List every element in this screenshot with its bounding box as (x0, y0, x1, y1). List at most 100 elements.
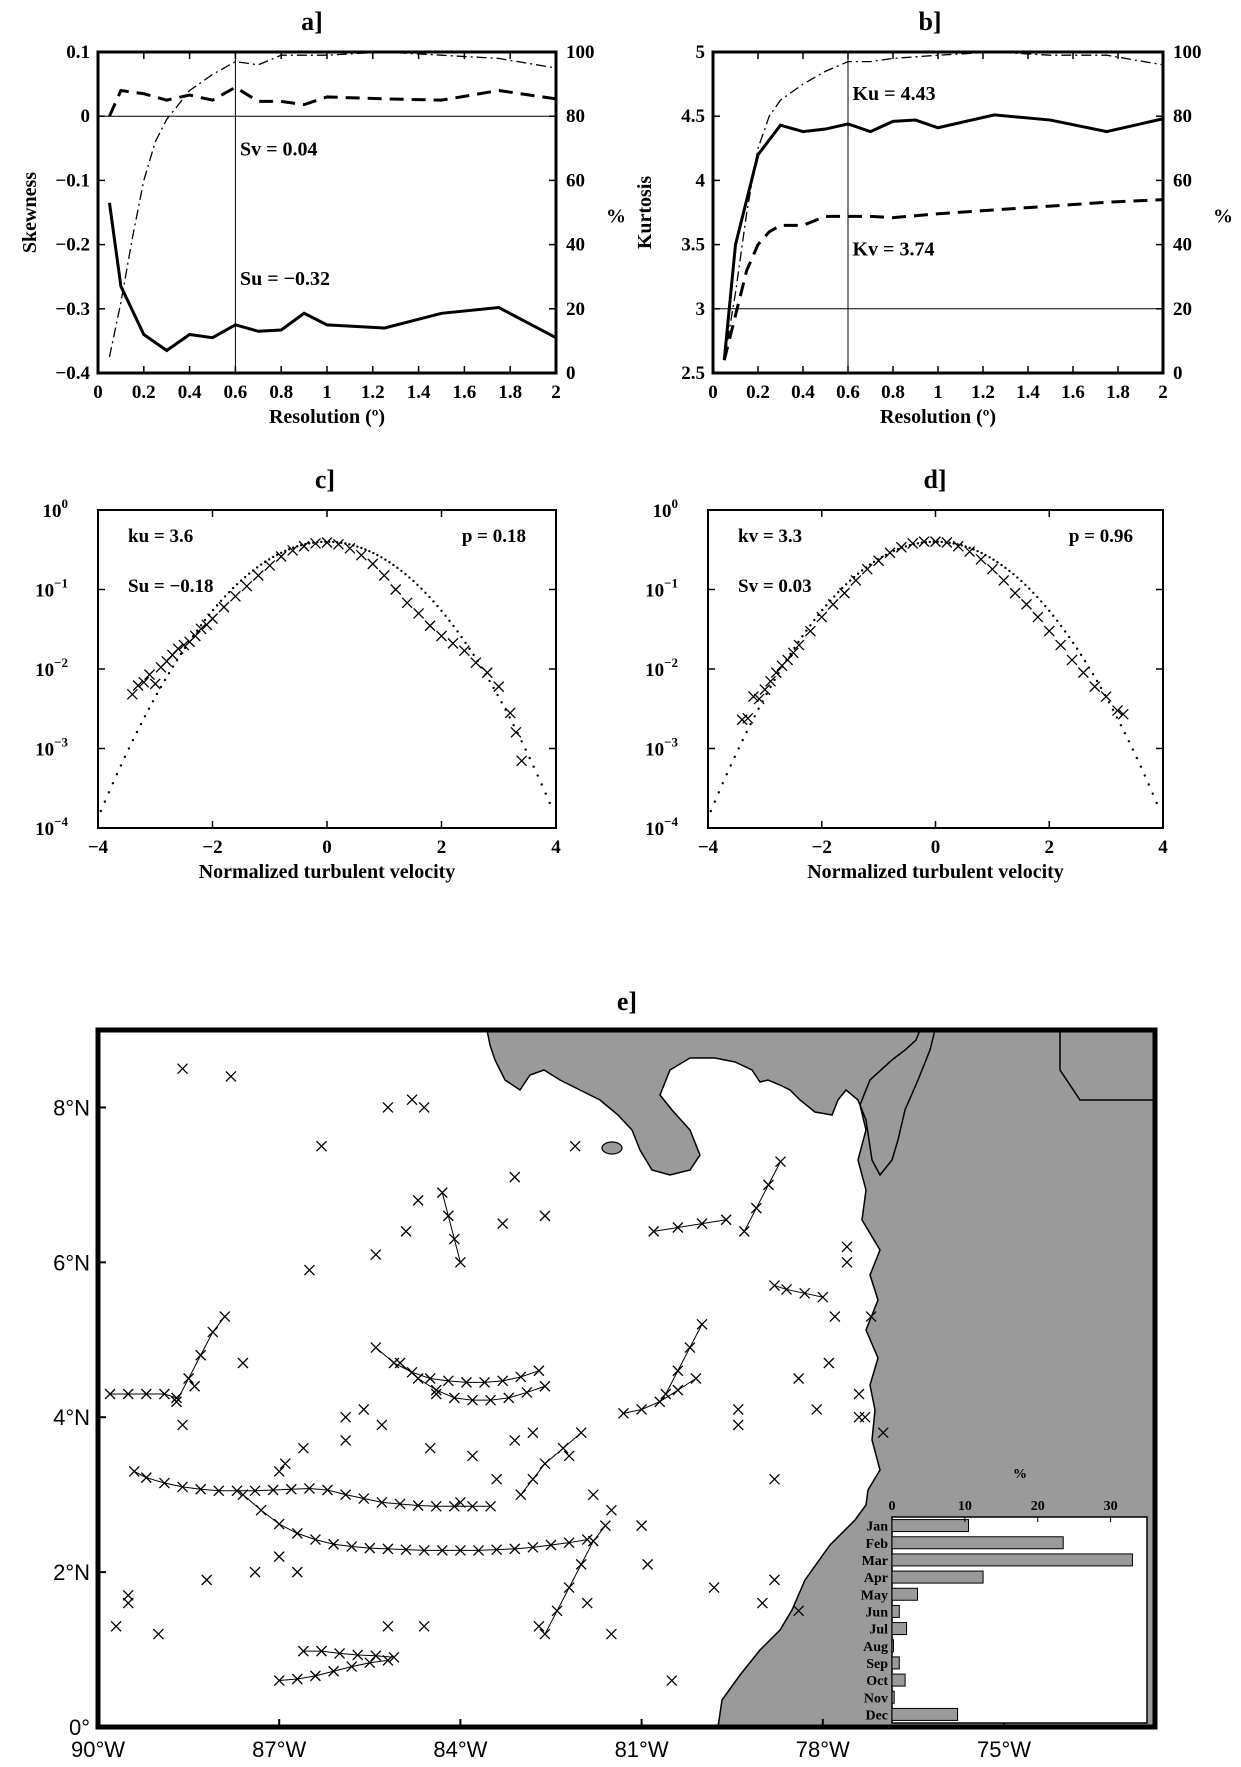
panel-d-gaussian-dot (856, 572, 860, 575)
panel-d-gaussian-dot (813, 618, 816, 622)
panel-d-gaussian-dot (1052, 614, 1055, 617)
panel-c-gaussian-dot (123, 755, 127, 759)
panel-c-gaussian-dot (396, 566, 399, 570)
panel-a-y2tick-label: 80 (566, 106, 585, 127)
panel-c-ytick-label: 10−1 (35, 576, 68, 602)
panel-d-gaussian-dot (1111, 708, 1115, 711)
panel-c-ytick-label: 100 (43, 496, 69, 522)
land-east-coast (1059, 1029, 1156, 1101)
panel-a-skewness-chart: 0 0.2 0.4 0.6 0.8 1 1.2 1.4 1.6 1.8 2 0.1 0 −0.1 −0.2 −… (19, 42, 626, 428)
drifter-track-mark (370, 1650, 382, 1662)
drifter-track-mark (575, 1427, 587, 1439)
inset-bar (891, 1707, 959, 1721)
inset-bar (891, 1587, 918, 1601)
drifter-track-mark (316, 1645, 327, 1657)
panel-c-gaussian-dot (308, 542, 311, 545)
panel-a-series-dashed (108, 85, 557, 117)
panel-c-data-point (144, 669, 155, 681)
panel-d-data-point (873, 555, 885, 567)
panel-d-gaussian-dot (729, 764, 732, 767)
panel-c-gaussian-dot (436, 604, 439, 608)
panel-d-gaussian-dot (1107, 701, 1111, 704)
panel-d-gaussian-dot (976, 549, 979, 553)
drifter-point (533, 1620, 545, 1632)
panel-c-data-point (298, 540, 310, 552)
panel-a-ytick-label: 0 (81, 106, 91, 127)
panel-c-gaussian-dot (496, 693, 499, 697)
drifter-track-mark (430, 1500, 442, 1512)
drifter-point (642, 1558, 654, 1570)
drifter-point (316, 1140, 327, 1152)
panel-c-data-point (229, 590, 241, 602)
drifter-track-mark (309, 1534, 321, 1546)
drifter-track-line (665, 1324, 703, 1395)
panel-d-data-point (787, 647, 799, 659)
drifter-track-mark (255, 1504, 267, 1516)
panel-b-xtick-label: 0.8 (881, 382, 905, 403)
panel-a-ytick-label: −0.4 (55, 363, 90, 384)
panel-d-gaussian-dot (773, 678, 776, 682)
panel-d-gaussian-dot (709, 809, 713, 813)
drifter-point (841, 1256, 853, 1268)
panel-d-gaussian-dot (1091, 672, 1095, 676)
panel-d-gaussian-dot (1123, 731, 1127, 735)
panel-c-data-point (189, 630, 201, 642)
drifter-track-mark (581, 1534, 593, 1546)
panel-d-gaussian-dot (1147, 783, 1150, 786)
drifter-track-mark (171, 1396, 182, 1408)
drifter-track-mark (654, 1396, 666, 1408)
panel-a-y2tick-label: 100 (566, 42, 595, 63)
panel-b-y2tick-label: 80 (1173, 106, 1192, 127)
inset-month-label: Nov (864, 1691, 888, 1706)
drifter-track-mark (467, 1500, 478, 1512)
drifter-track-mark (177, 1481, 189, 1493)
drifter-track-mark (231, 1485, 243, 1497)
panel-d-data-point (816, 611, 828, 623)
drifter-track-mark (497, 1375, 509, 1387)
panel-c-data-point (447, 637, 459, 649)
drifter-track-mark (696, 1318, 708, 1330)
drifter-point (467, 1450, 478, 1462)
drifter-track-mark (454, 1544, 466, 1556)
panel-d-data-point (1009, 587, 1021, 599)
drifter-track-mark (485, 1500, 497, 1512)
panel-d-gaussian-dot (1056, 619, 1059, 622)
panel-d-gaussian-dot (872, 560, 876, 564)
panel-d-data-point (975, 553, 987, 565)
drifter-track-mark (521, 1386, 533, 1398)
drifter-track-mark (219, 1311, 231, 1322)
panel-d-gaussian-dot (968, 546, 971, 550)
panel-c-gaussian-dot (412, 579, 415, 583)
drifter-track-mark (720, 1214, 732, 1226)
panel-c-gaussian-dot (488, 679, 491, 683)
drifter-track-mark (738, 1225, 750, 1237)
panel-d-gaussian-dot (1032, 591, 1035, 594)
drifter-track-mark (473, 1544, 484, 1556)
drifter-track-mark (618, 1407, 629, 1419)
drifter-point (823, 1357, 835, 1369)
drifter-point (382, 1101, 394, 1113)
drifter-track-mark (672, 1222, 684, 1233)
panel-a-ytick-label: −0.1 (55, 170, 90, 191)
panel-c-gaussian-dot (280, 551, 283, 554)
panel-d-gaussian-dot (725, 773, 728, 776)
panel-c-data-point (275, 551, 287, 562)
panel-c-gaussian-dot (440, 609, 443, 612)
panel-b-title: b] (918, 7, 941, 36)
panel-c-gaussian-dot (107, 791, 111, 794)
panel-d-gaussian-dot (825, 604, 828, 607)
drifter-track-mark (545, 1539, 557, 1551)
panel-c-gaussian-dot (275, 553, 279, 556)
drifter-point (454, 1496, 466, 1508)
panel-c-data-point (510, 726, 522, 738)
drifter-point (853, 1388, 865, 1400)
drifter-track-mark (382, 1543, 394, 1555)
panel-c-data-point (207, 613, 218, 625)
panel-c-gaussian-dot (171, 665, 175, 668)
drifter-track-mark (370, 1342, 382, 1353)
panel-c-xtick-label: 0 (322, 837, 332, 858)
drifter-point (424, 1442, 436, 1454)
drifter-track-line (303, 1650, 395, 1658)
panel-b-ytick-label: 3 (696, 299, 706, 320)
panel-c-gaussian-dot (115, 773, 119, 776)
